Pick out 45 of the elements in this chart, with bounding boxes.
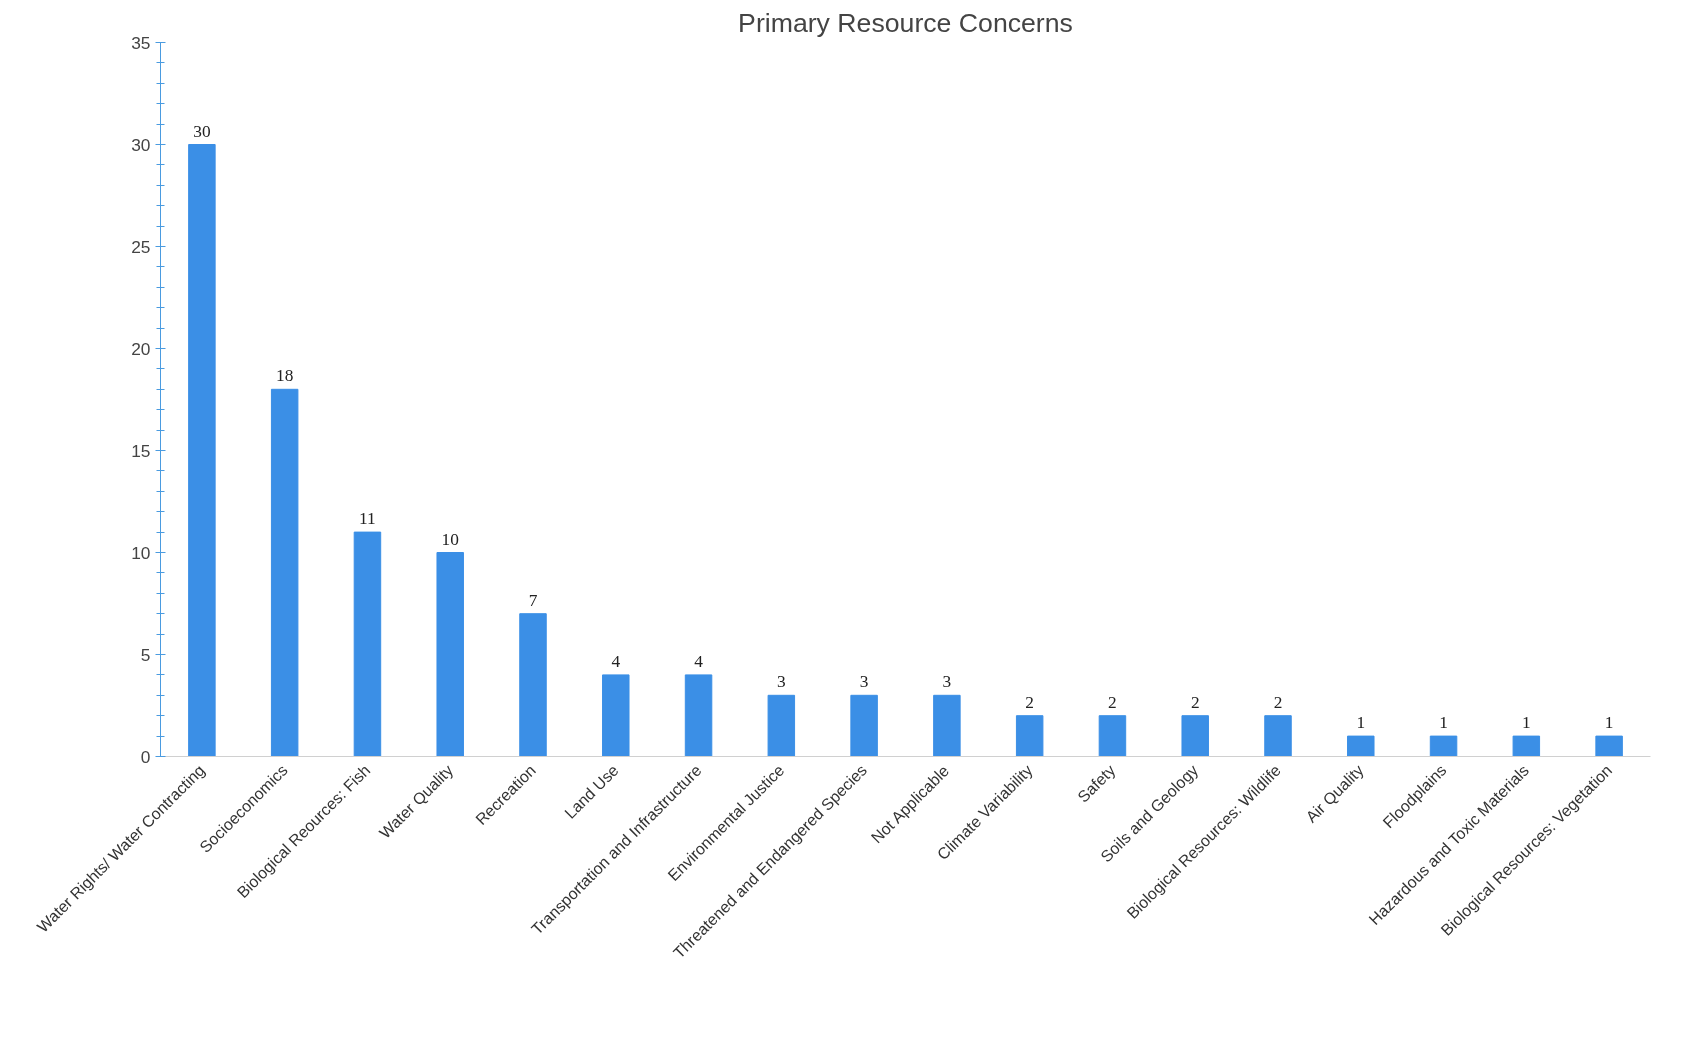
bar	[353, 531, 382, 757]
bar	[850, 694, 878, 757]
bar	[1098, 715, 1127, 757]
bar	[933, 694, 961, 757]
data-label: 3	[777, 672, 786, 692]
bar	[1015, 715, 1044, 757]
y-tick-label: 25	[131, 236, 151, 257]
data-label: 2	[1273, 692, 1283, 712]
y-tick-label: 5	[140, 644, 151, 665]
bar	[684, 674, 713, 757]
data-label: 2	[1190, 692, 1200, 712]
bar	[519, 613, 547, 757]
data-label: 1	[1439, 713, 1448, 733]
chart-title: Primary Resource Concerns	[738, 7, 1073, 38]
bar	[1595, 735, 1623, 757]
bar	[1264, 715, 1292, 757]
bar	[1512, 735, 1541, 757]
data-label: 30	[193, 121, 211, 141]
data-label: 2	[1108, 692, 1117, 712]
data-label: 3	[859, 672, 869, 692]
bar	[270, 388, 299, 757]
y-tick-label: 10	[131, 542, 151, 563]
data-label: 7	[528, 590, 538, 610]
y-tick-label: 35	[131, 32, 151, 53]
data-label: 4	[611, 651, 621, 671]
bar	[436, 552, 464, 757]
data-label: 1	[1356, 713, 1366, 733]
bar	[188, 144, 216, 757]
bar	[1181, 715, 1209, 757]
data-label: 10	[441, 529, 459, 549]
bar	[767, 694, 796, 757]
y-tick-label: 0	[140, 746, 151, 767]
bar	[602, 674, 630, 757]
y-tick-label: 20	[131, 338, 151, 359]
data-label: 18	[276, 366, 294, 386]
data-label: 3	[942, 672, 952, 692]
data-label: 4	[694, 651, 704, 671]
y-tick-label: 30	[131, 134, 151, 155]
data-label: 11	[359, 509, 376, 529]
y-tick-label: 15	[131, 440, 151, 461]
data-label: 1	[1522, 713, 1531, 733]
bar	[1347, 735, 1375, 757]
bar	[1429, 735, 1458, 757]
data-label: 2	[1025, 692, 1035, 712]
data-label: 1	[1604, 713, 1614, 733]
